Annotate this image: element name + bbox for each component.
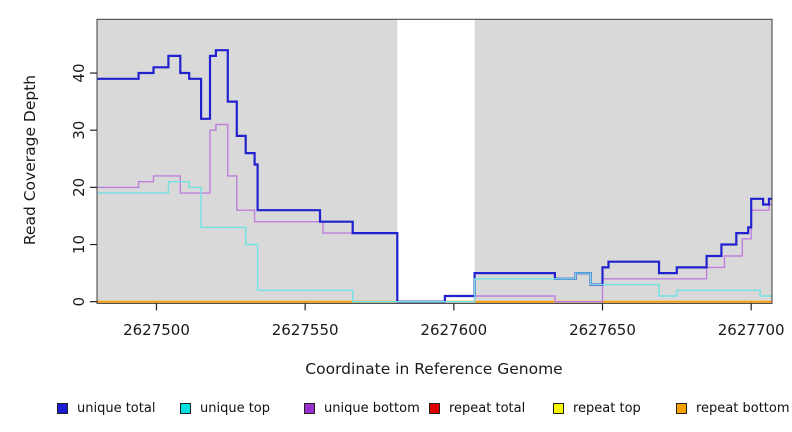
y-tick-label: 0	[70, 297, 88, 307]
legend-label-repeat-bottom: repeat bottom	[696, 400, 790, 416]
y-axis-label: Read Coverage Depth	[21, 74, 39, 246]
legend-swatch-repeat-top	[553, 402, 564, 414]
x-tick-label: 2627500	[123, 321, 190, 339]
legend-label-unique-top: unique top	[200, 400, 271, 416]
y-tick-label: 20	[70, 178, 88, 197]
legend-swatch-unique-total	[57, 402, 68, 414]
legend-swatch-repeat-total	[429, 402, 440, 414]
legend-swatch-unique-bottom	[304, 402, 315, 414]
legend-item-repeat-bottom: repeat bottom	[676, 399, 790, 417]
x-axis-label: Coordinate in Reference Genome	[305, 360, 563, 378]
y-tick-label: 40	[70, 63, 88, 82]
plot-border	[96, 18, 773, 304]
y-tick-label: 10	[70, 235, 88, 254]
masked-region	[397, 19, 475, 304]
x-tick-label: 2627600	[420, 321, 487, 339]
legend-item-repeat-total: repeat total	[429, 399, 525, 417]
legend-swatch-unique-top	[180, 402, 191, 414]
x-tick-label: 2627700	[718, 321, 785, 339]
legend-label-repeat-total: repeat total	[449, 400, 526, 416]
legend-label-unique-total: unique total	[77, 400, 156, 416]
legend-label-unique-bottom: unique bottom	[324, 400, 420, 416]
legend-swatch-repeat-bottom	[676, 402, 687, 414]
legend-item-unique-top: unique top	[180, 399, 270, 417]
series-unique-top	[97, 181, 772, 303]
legend-label-repeat-top: repeat top	[573, 400, 641, 416]
x-tick-label: 2627650	[569, 321, 636, 339]
x-tick-label: 2627550	[272, 321, 339, 339]
legend: unique total unique top unique bottom repea…	[0, 399, 792, 419]
legend-item-repeat-top: repeat top	[553, 399, 641, 417]
y-tick-label: 30	[70, 121, 88, 140]
legend-item-unique-bottom: unique bottom	[304, 399, 420, 417]
legend-item-unique-total: unique total	[57, 399, 155, 417]
